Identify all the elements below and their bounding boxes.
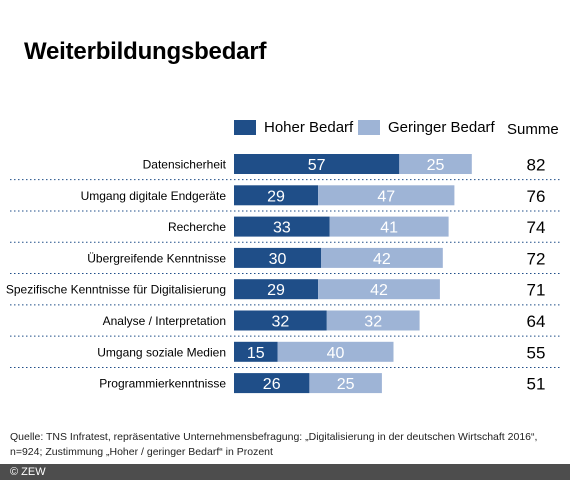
- category-label: Übergreifende Kenntnisse: [87, 251, 226, 265]
- data-label-hoher-bedarf: 57: [308, 157, 326, 174]
- total-value: 64: [527, 312, 546, 331]
- footer-bar: © ZEW: [0, 464, 570, 480]
- copyright-label: © ZEW: [10, 466, 46, 478]
- bar-geringer-bedarf: [277, 341, 394, 362]
- bar-hoher-bedarf: [234, 154, 400, 174]
- category-label: Recherche: [168, 220, 226, 234]
- bar-hoher-bedarf: [234, 216, 330, 237]
- total-value: 74: [527, 218, 546, 237]
- bar-geringer-bedarf: [321, 247, 443, 268]
- data-label-geringer-bedarf: 47: [377, 188, 395, 205]
- data-label-hoher-bedarf: 29: [267, 282, 285, 299]
- data-label-geringer-bedarf: 41: [380, 220, 398, 237]
- bar-geringer-bedarf: [309, 373, 382, 394]
- totals-header: Summe: [507, 121, 559, 138]
- bar-geringer-bedarf: [326, 310, 420, 331]
- bar-hoher-bedarf: [234, 247, 321, 268]
- total-value: 72: [527, 249, 546, 268]
- bar-hoher-bedarf: [234, 279, 319, 300]
- bar-geringer-bedarf: [318, 185, 455, 206]
- category-label: Spezifische Kenntnisse für Digitalisieru…: [6, 283, 226, 297]
- total-value: 76: [527, 187, 546, 206]
- category-label: Programmierkenntnisse: [99, 377, 226, 391]
- bar-hoher-bedarf: [234, 185, 319, 206]
- category-label: Umgang digitale Endgeräte: [81, 189, 227, 203]
- chart-title: Weiterbildungsbedarf: [24, 38, 267, 65]
- data-label-geringer-bedarf: 25: [427, 157, 445, 174]
- data-label-hoher-bedarf: 29: [267, 188, 285, 205]
- category-label: Analyse / Interpretation: [103, 314, 226, 328]
- bar-hoher-bedarf: [234, 341, 278, 362]
- total-value: 82: [527, 156, 546, 175]
- bar-geringer-bedarf: [399, 154, 472, 174]
- legend-item-geringer-bedarf: Geringer Bedarf: [358, 119, 495, 136]
- chart-plot: Datensicherheit 57 25 82 Umgang digitale End…: [6, 154, 560, 394]
- category-label: Umgang soziale Medien: [97, 345, 226, 359]
- total-value: 71: [527, 281, 546, 300]
- total-value: 55: [527, 343, 546, 362]
- legend-label-hoher-bedarf: Hoher Bedarf: [264, 119, 354, 136]
- data-label-hoher-bedarf: 26: [263, 376, 281, 393]
- data-label-geringer-bedarf: 42: [373, 251, 391, 268]
- bar-geringer-bedarf: [318, 279, 440, 300]
- bar-hoher-bedarf: [234, 373, 310, 394]
- data-label-hoher-bedarf: 33: [273, 220, 291, 237]
- data-label-geringer-bedarf: 32: [364, 314, 382, 331]
- bar-geringer-bedarf: [329, 216, 449, 237]
- data-label-hoher-bedarf: 32: [272, 314, 290, 331]
- legend-swatch-geringer-bedarf: [358, 120, 380, 135]
- data-label-hoher-bedarf: 30: [269, 251, 287, 268]
- data-label-hoher-bedarf: 15: [247, 345, 265, 362]
- data-label-geringer-bedarf: 42: [370, 282, 388, 299]
- data-label-geringer-bedarf: 40: [327, 345, 345, 362]
- legend-swatch-hoher-bedarf: [234, 120, 256, 135]
- category-label: Datensicherheit: [143, 158, 227, 172]
- legend-item-hoher-bedarf: Hoher Bedarf: [234, 119, 353, 136]
- source-note: Quelle: TNS Infratest, repräsentative Un…: [10, 431, 538, 458]
- bar-hoher-bedarf: [234, 310, 327, 331]
- legend-label-geringer-bedarf: Geringer Bedarf: [388, 119, 495, 136]
- total-value: 51: [527, 375, 546, 394]
- data-label-geringer-bedarf: 25: [337, 376, 355, 393]
